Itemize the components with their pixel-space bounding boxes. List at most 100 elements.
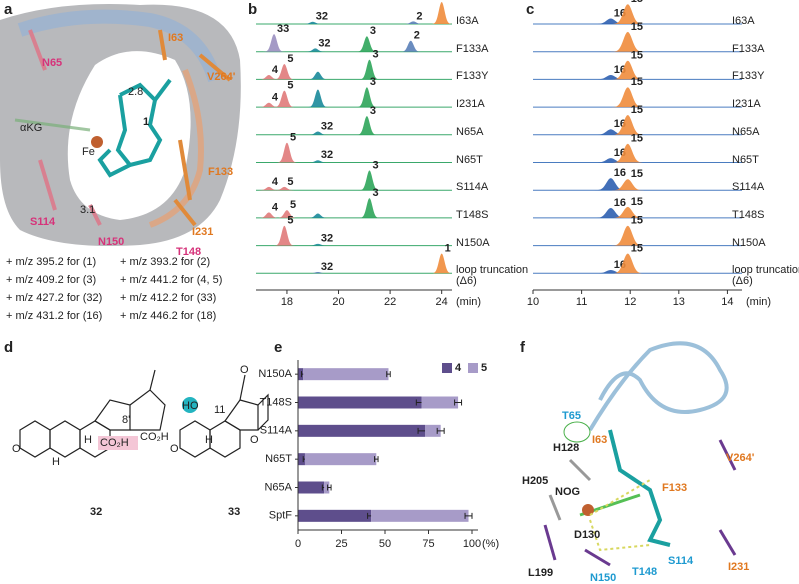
peak bbox=[306, 131, 330, 135]
x-tick-label: 11 bbox=[576, 296, 587, 308]
legend-entry: + m/z 427.2 for (32) bbox=[6, 292, 102, 304]
mass-legend: + m/z 395.2 for (1) + m/z 393.2 for (2) + … bbox=[6, 256, 222, 322]
panel-label: c bbox=[526, 1, 534, 18]
peak bbox=[301, 21, 325, 24]
peak bbox=[593, 208, 629, 218]
peak-label: 32 bbox=[321, 149, 333, 161]
compound-label: 32 bbox=[90, 506, 102, 518]
x-tick-label: 75 bbox=[422, 538, 434, 550]
peak bbox=[610, 31, 646, 52]
distance-label: 2.8 bbox=[128, 86, 143, 98]
highlight bbox=[182, 397, 198, 413]
trace-label: loop truncation (Δ6) bbox=[456, 264, 529, 288]
peak bbox=[358, 198, 381, 218]
trace-label: N65A bbox=[456, 125, 484, 138]
bar-segment bbox=[303, 368, 389, 381]
peak bbox=[593, 178, 629, 191]
highlight bbox=[98, 436, 138, 450]
peak bbox=[358, 59, 381, 80]
peak-label: 15 bbox=[631, 50, 643, 62]
peak bbox=[610, 179, 646, 191]
peak-label: 1 bbox=[445, 242, 451, 254]
peak bbox=[593, 75, 629, 80]
peak-label: 15 bbox=[631, 242, 643, 254]
peak bbox=[430, 253, 454, 274]
peak-label: 32 bbox=[321, 120, 333, 132]
peak bbox=[610, 253, 646, 274]
error-bar bbox=[454, 399, 463, 406]
x-axis-label: (min) bbox=[746, 296, 771, 308]
x-tick-label: 10 bbox=[527, 296, 539, 308]
peak-label: 32 bbox=[316, 11, 328, 23]
peak bbox=[593, 18, 629, 24]
atom-label: H bbox=[84, 434, 92, 446]
compound-label: 33 bbox=[228, 506, 240, 518]
panel-label: b bbox=[248, 1, 257, 18]
peak bbox=[306, 89, 330, 108]
legend-entry: + m/z 441.2 for (4, 5) bbox=[120, 274, 222, 286]
peak bbox=[593, 158, 629, 163]
x-tick-label: 50 bbox=[379, 538, 391, 550]
peak bbox=[275, 210, 299, 218]
peak bbox=[306, 71, 330, 80]
peak-label: 2 bbox=[414, 30, 420, 42]
trace-label: N65T bbox=[456, 153, 483, 166]
surface-image bbox=[0, 4, 241, 246]
bar-segment bbox=[298, 481, 325, 494]
trace-label: F133Y bbox=[732, 70, 765, 83]
atom-label: 8' bbox=[122, 414, 130, 426]
residue-label: I231 bbox=[192, 226, 213, 238]
bar-segment bbox=[371, 509, 469, 522]
atom-label: O bbox=[12, 443, 21, 455]
x-tick-label: 18 bbox=[281, 296, 293, 308]
atom-label: CO₂H bbox=[140, 431, 169, 443]
y-tick-label: T148S bbox=[260, 396, 292, 408]
bar-segment bbox=[298, 368, 304, 381]
x-axis-label: (min) bbox=[456, 296, 481, 308]
trace-label: S114A bbox=[732, 181, 765, 194]
panel-label: e bbox=[274, 339, 282, 356]
panel-label: a bbox=[4, 1, 13, 18]
x-tick-label: 100 bbox=[463, 538, 481, 550]
x-tick-label: 14 bbox=[721, 296, 733, 308]
error-bar bbox=[374, 456, 379, 463]
peak bbox=[306, 243, 330, 246]
peak bbox=[399, 40, 423, 52]
trace-label: F133A bbox=[732, 42, 765, 55]
peak-label: 3 bbox=[372, 49, 378, 61]
peak bbox=[358, 170, 381, 191]
peak-label: 5 bbox=[287, 215, 293, 227]
bar-segment bbox=[324, 481, 330, 494]
residue-label: N150 bbox=[590, 572, 616, 584]
trace-label: T148S bbox=[456, 208, 489, 221]
metal-label: Fe bbox=[82, 146, 95, 158]
legend-label: 5 bbox=[481, 362, 487, 374]
structure-image bbox=[543, 341, 737, 567]
ligand-label: NOG bbox=[555, 486, 580, 498]
peak bbox=[355, 116, 379, 135]
peak-label: 3 bbox=[372, 159, 378, 171]
legend-entry: + m/z 395.2 for (1) bbox=[6, 256, 96, 268]
trace-label: N65A bbox=[732, 125, 760, 138]
peak bbox=[273, 64, 296, 80]
x-tick-label: 20 bbox=[332, 296, 344, 308]
trace-label: S114A bbox=[456, 181, 489, 194]
peak-label: 4 bbox=[272, 92, 279, 104]
residue-label: I63 bbox=[592, 434, 607, 446]
peak-label: 4 bbox=[272, 201, 279, 213]
y-tick-label: N65A bbox=[264, 481, 292, 493]
bar-segment bbox=[298, 509, 372, 522]
peak-label: 15 bbox=[631, 133, 643, 145]
x-tick-label: 13 bbox=[673, 296, 685, 308]
bar-segment bbox=[298, 424, 426, 437]
peak bbox=[262, 34, 286, 52]
peak-label: 15 bbox=[631, 0, 643, 5]
peak bbox=[273, 186, 296, 191]
peak bbox=[306, 160, 330, 163]
peak bbox=[306, 213, 330, 218]
residue-label: F133 bbox=[208, 166, 233, 178]
peak bbox=[610, 115, 646, 135]
peak bbox=[273, 90, 296, 108]
peak bbox=[355, 87, 379, 108]
